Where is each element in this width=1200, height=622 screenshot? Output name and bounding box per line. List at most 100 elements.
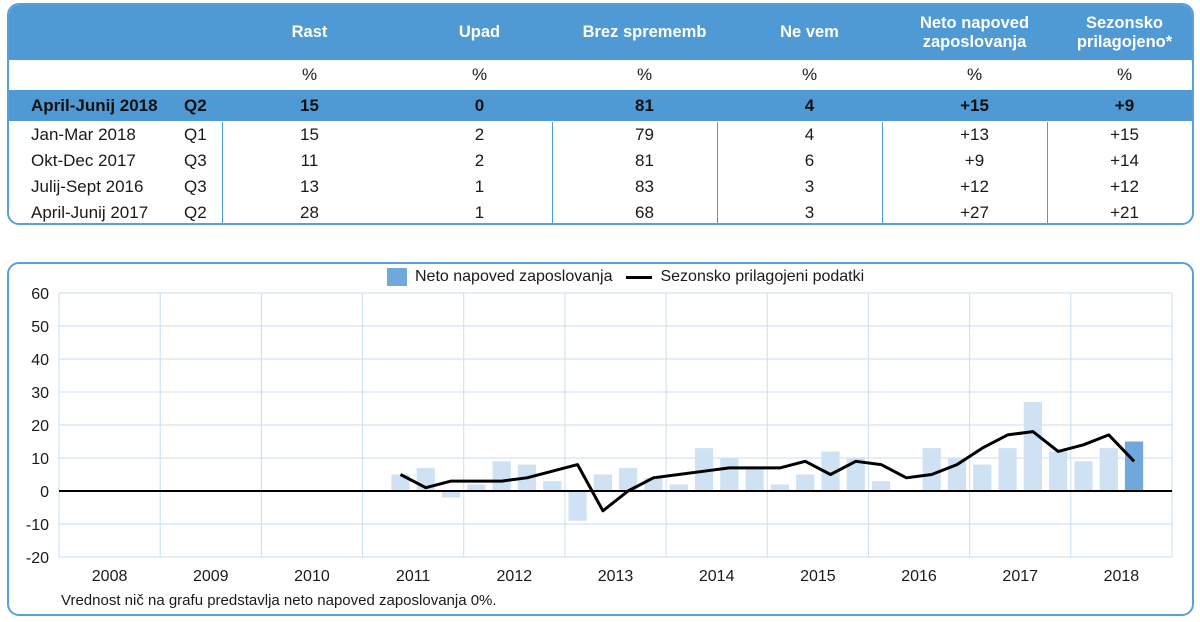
- row-upad: 2: [474, 125, 485, 144]
- table-row: Okt-Dec 2017 Q3 11 2 81 6 +9 +14: [9, 148, 1192, 174]
- y-tick-label: 30: [31, 385, 49, 402]
- bar: [1074, 461, 1093, 491]
- x-tick-label: 2013: [598, 568, 634, 585]
- bar: [871, 481, 891, 491]
- y-tick-label: 10: [31, 451, 49, 468]
- row-period: Julij-Sept 2016: [31, 177, 144, 196]
- row-upad: 0: [474, 96, 485, 115]
- chart-legend: Neto napoved zaposlovanja Sezonsko prila…: [387, 268, 864, 286]
- row-sez: +21: [1110, 203, 1139, 222]
- row-rast: 15: [300, 125, 319, 144]
- unit-neto: %: [966, 65, 983, 84]
- row-period: Okt-Dec 2017: [31, 151, 136, 170]
- chart-panel: Neto napoved zaposlovanja Sezonsko prila…: [7, 262, 1194, 616]
- y-tick-label: -20: [26, 550, 49, 567]
- row-sez: +9: [1114, 96, 1135, 115]
- x-tick-label: 2011: [396, 568, 431, 585]
- bar: [568, 491, 587, 521]
- bar: [543, 481, 562, 491]
- y-tick-label: 40: [31, 352, 49, 369]
- y-tick-label: 60: [31, 286, 49, 303]
- bar: [441, 491, 461, 498]
- row-brez: 81: [635, 151, 654, 170]
- row-rast: 13: [300, 177, 319, 196]
- row-upad: 1: [474, 203, 485, 222]
- bar: [1023, 401, 1042, 491]
- row-rast: 11: [300, 151, 319, 170]
- bar: [846, 458, 865, 491]
- row-period: April-Junij 2017: [31, 203, 149, 222]
- table-divider: [717, 122, 718, 223]
- row-neto: +15: [960, 96, 989, 115]
- header-upad: Upad: [458, 23, 501, 41]
- bar: [391, 474, 410, 491]
- row-rast: 15: [300, 96, 319, 115]
- y-tick-label: 0: [40, 484, 49, 501]
- row-upad: 1: [474, 177, 485, 196]
- unit-sez: %: [1116, 65, 1133, 84]
- unit-upad: %: [471, 65, 488, 84]
- x-tick-label: 2016: [901, 568, 937, 585]
- row-brez: 79: [635, 125, 654, 144]
- table-row: Jan-Mar 2018 Q1 15 2 79 4 +13 +15: [9, 122, 1192, 148]
- x-tick-label: 2010: [294, 568, 330, 585]
- row-sez: +14: [1110, 151, 1139, 170]
- x-tick-label: 2008: [92, 568, 128, 585]
- row-quarter: Q3: [184, 177, 207, 196]
- row-sez: +12: [1110, 177, 1139, 196]
- x-tick-label: 2017: [1002, 568, 1038, 585]
- x-tick-label: 2012: [497, 568, 533, 585]
- table-divider: [222, 122, 223, 223]
- survey-table: Rast Upad Brez sprememb Ne vem Neto napo…: [7, 3, 1194, 225]
- unit-rast: %: [301, 65, 318, 84]
- chart-footnote: Vrednost nič na grafu predstavlja neto n…: [61, 592, 497, 609]
- legend-line-swatch: [626, 275, 653, 279]
- row-period: Jan-Mar 2018: [31, 125, 136, 144]
- row-nevem: 4: [804, 96, 815, 115]
- row-sez: +15: [1110, 125, 1139, 144]
- row-brez: 83: [635, 177, 654, 196]
- series-line-seasonal: [399, 430, 1136, 513]
- bar: [922, 448, 941, 491]
- legend-bar-swatch: [387, 268, 407, 286]
- bar: [770, 484, 790, 491]
- row-quarter: Q1: [184, 125, 207, 144]
- header-sezonsko: Sezonsko prilagojeno*: [1076, 13, 1173, 51]
- x-tick-label: 2015: [800, 568, 836, 585]
- table-divider: [552, 122, 553, 223]
- bar: [619, 467, 638, 491]
- header-neto-napoved: Neto napoved zaposlovanja: [919, 13, 1030, 51]
- row-quarter: Q3: [184, 151, 207, 170]
- header-rast: Rast: [291, 23, 328, 41]
- bar: [796, 474, 815, 491]
- y-tick-label: -10: [26, 517, 49, 534]
- row-quarter: Q2: [184, 96, 207, 115]
- unit-blank-q: [184, 60, 222, 90]
- unit-brez: %: [636, 65, 653, 84]
- bar: [1049, 451, 1068, 491]
- bar: [467, 484, 486, 491]
- table-row: Julij-Sept 2016 Q3 13 1 83 3 +12 +12: [9, 174, 1192, 200]
- bar: [593, 474, 612, 491]
- row-neto: +9: [964, 151, 985, 170]
- unit-blank: [9, 60, 184, 90]
- table-row: April-Junij 2017 Q2 28 1 68 3 +27 +21: [9, 200, 1192, 223]
- row-nevem: 4: [804, 125, 815, 144]
- row-rast: 28: [300, 203, 319, 222]
- y-tick-label: 20: [31, 418, 49, 435]
- table-unit-row: % % % % % %: [9, 60, 1192, 91]
- x-tick-label: 2018: [1104, 568, 1140, 585]
- legend-line-label: Sezonsko prilagojeni podatki: [660, 268, 865, 285]
- row-nevem: 6: [804, 151, 815, 170]
- y-tick-label: 50: [31, 319, 49, 336]
- bar: [492, 461, 511, 491]
- table-divider: [882, 122, 883, 223]
- bar: [720, 458, 739, 491]
- bar: [1099, 448, 1118, 491]
- row-brez: 68: [635, 203, 654, 222]
- header-period: [9, 5, 184, 60]
- row-quarter: Q2: [184, 203, 207, 222]
- bar: [745, 467, 764, 491]
- bar: [669, 484, 688, 491]
